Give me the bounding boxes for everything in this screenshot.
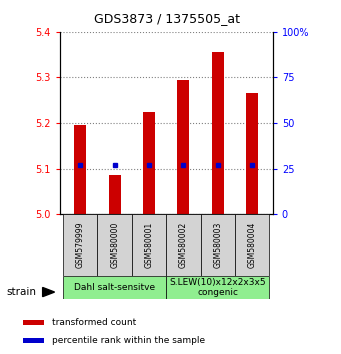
Bar xyxy=(63,276,166,299)
Text: Dahl salt-sensitve: Dahl salt-sensitve xyxy=(74,283,155,292)
Bar xyxy=(166,276,269,299)
Text: GSM580000: GSM580000 xyxy=(110,222,119,268)
Bar xyxy=(98,214,132,276)
Text: GSM579999: GSM579999 xyxy=(76,222,85,268)
Text: S.LEW(10)x12x2x3x5
congenic: S.LEW(10)x12x2x3x5 congenic xyxy=(169,278,266,297)
Bar xyxy=(246,93,258,214)
Bar xyxy=(166,214,201,276)
Bar xyxy=(23,320,44,325)
Text: GSM580003: GSM580003 xyxy=(213,222,222,268)
Text: GSM580001: GSM580001 xyxy=(145,222,153,268)
Bar xyxy=(177,80,190,214)
Bar xyxy=(23,338,44,343)
Text: GSM580002: GSM580002 xyxy=(179,222,188,268)
Polygon shape xyxy=(43,287,55,297)
Bar xyxy=(235,214,269,276)
Bar xyxy=(212,52,224,214)
Bar xyxy=(109,176,121,214)
Text: GSM580004: GSM580004 xyxy=(248,222,257,268)
Text: GDS3873 / 1375505_at: GDS3873 / 1375505_at xyxy=(94,12,240,25)
Bar xyxy=(201,214,235,276)
Bar xyxy=(74,125,86,214)
Bar xyxy=(63,214,98,276)
Text: percentile rank within the sample: percentile rank within the sample xyxy=(52,336,205,345)
Text: strain: strain xyxy=(7,287,37,297)
Bar xyxy=(143,112,155,214)
Bar xyxy=(132,214,166,276)
Text: transformed count: transformed count xyxy=(52,318,136,327)
